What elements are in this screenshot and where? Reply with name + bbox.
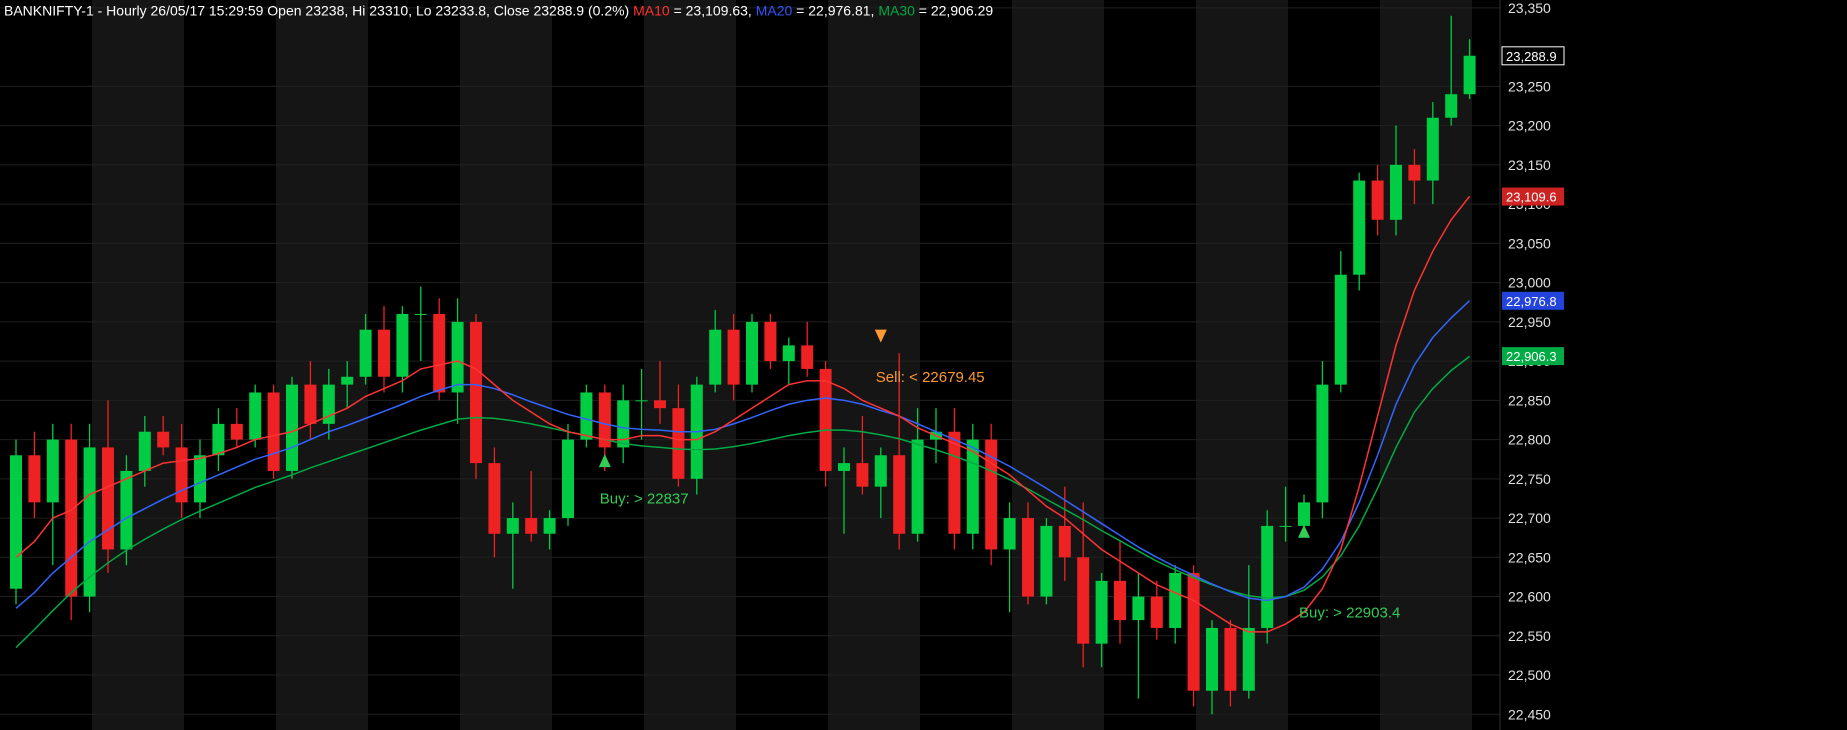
chart-canvas: 22,450 22,500 22,550 22,600 22,650 22,700 22,7…	[0, 0, 1847, 730]
svg-text:23,150: 23,150	[1508, 157, 1551, 173]
svg-text:23,288.9: 23,288.9	[1506, 49, 1557, 64]
svg-text:Sell: < 22679.45: Sell: < 22679.45	[876, 369, 985, 386]
candlestick-chart[interactable]: BANKNIFTY-1 - Hourly 26/05/17 15:29:59 O…	[0, 0, 1847, 730]
svg-text:22,600: 22,600	[1508, 589, 1551, 605]
svg-text:22,850: 22,850	[1508, 392, 1551, 408]
svg-text:Buy: > 22837: Buy: > 22837	[600, 490, 689, 507]
svg-text:22,550: 22,550	[1508, 628, 1551, 644]
svg-text:22,750: 22,750	[1508, 471, 1551, 487]
chart-header: BANKNIFTY-1 - Hourly 26/05/17 15:29:59 O…	[0, 0, 1847, 18]
svg-text:23,000: 23,000	[1508, 275, 1551, 291]
svg-text:23,200: 23,200	[1508, 118, 1551, 134]
svg-text:22,500: 22,500	[1508, 667, 1551, 683]
svg-text:23,250: 23,250	[1508, 78, 1551, 94]
svg-text:22,650: 22,650	[1508, 549, 1551, 565]
svg-text:23,050: 23,050	[1508, 235, 1551, 251]
svg-text:22,800: 22,800	[1508, 432, 1551, 448]
svg-text:23,109.6: 23,109.6	[1506, 190, 1557, 205]
svg-text:22,906.3: 22,906.3	[1506, 349, 1557, 364]
svg-text:22,450: 22,450	[1508, 706, 1551, 722]
svg-text:22,950: 22,950	[1508, 314, 1551, 330]
svg-text:22,700: 22,700	[1508, 510, 1551, 526]
svg-text:22,976.8: 22,976.8	[1506, 294, 1557, 309]
svg-text:Buy: > 22903.4: Buy: > 22903.4	[1299, 604, 1400, 621]
